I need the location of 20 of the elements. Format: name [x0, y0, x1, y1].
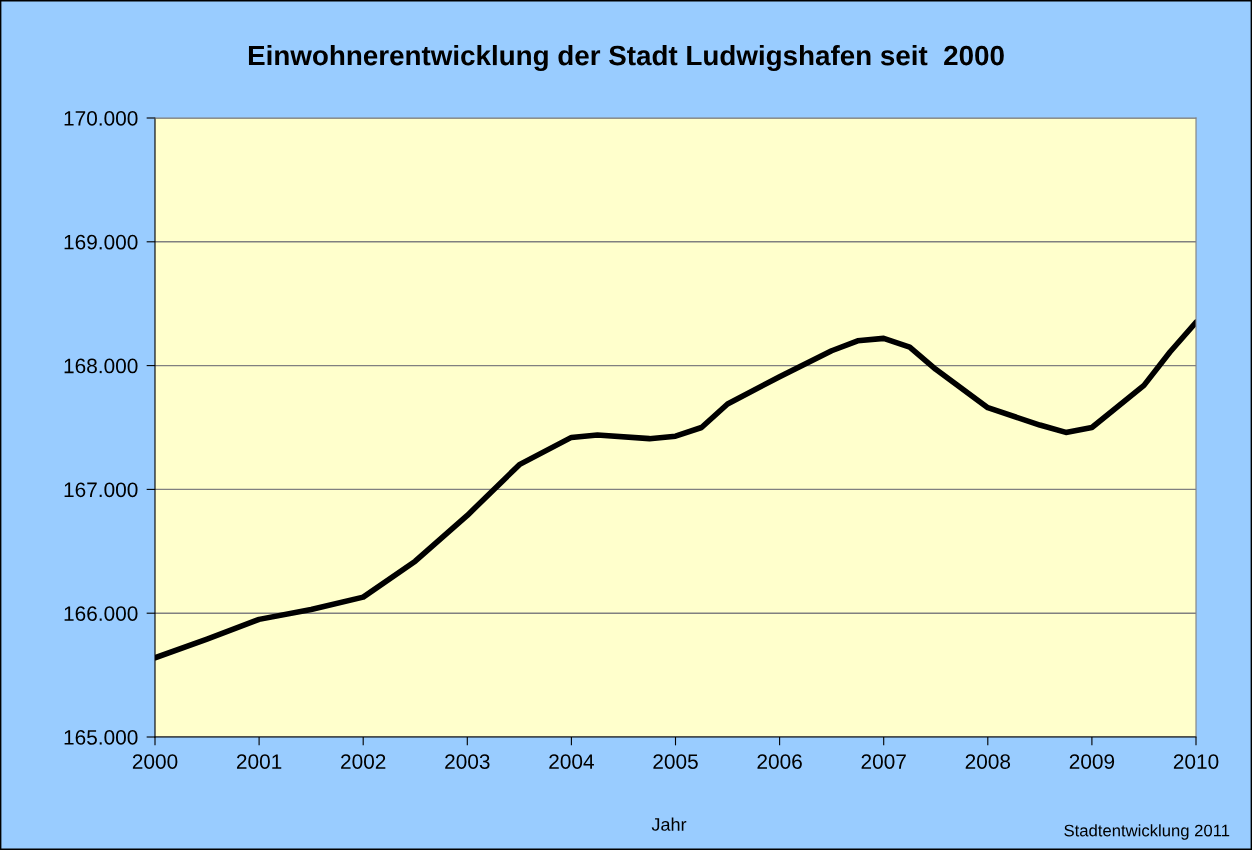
x-tick-label: 2003: [445, 754, 490, 769]
y-tick-label: 166.000: [64, 606, 138, 621]
chart-title: Einwohnerentwicklung der Stadt Ludwigshafen seit 2000: [248, 44, 1004, 72]
x-tick-label: 2001: [236, 754, 282, 769]
x-tick-label: 2004: [549, 754, 594, 769]
x-tick-label: 2005: [653, 754, 698, 769]
x-tick-label: 2002: [341, 754, 386, 769]
y-tick-label: 165.000: [64, 730, 138, 745]
x-tick-label: 2009: [1069, 754, 1115, 769]
y-tick-label: 168.000: [64, 358, 138, 374]
text: Stadtentwicklung 2011: [1064, 824, 1230, 840]
x-axis-title: Jahr: [651, 817, 687, 831]
x-tick-label: 2010: [1173, 754, 1219, 769]
y-tick-label: 167.000: [64, 482, 138, 498]
y-tick-label: 170.000: [64, 111, 138, 126]
x-tick-label: 2000: [132, 754, 178, 769]
x-tick-label: 2008: [965, 754, 1011, 769]
x-tick-label: 2007: [861, 754, 906, 769]
y-tick-label: 169.000: [64, 234, 138, 250]
x-tick-label: 2006: [757, 754, 802, 769]
